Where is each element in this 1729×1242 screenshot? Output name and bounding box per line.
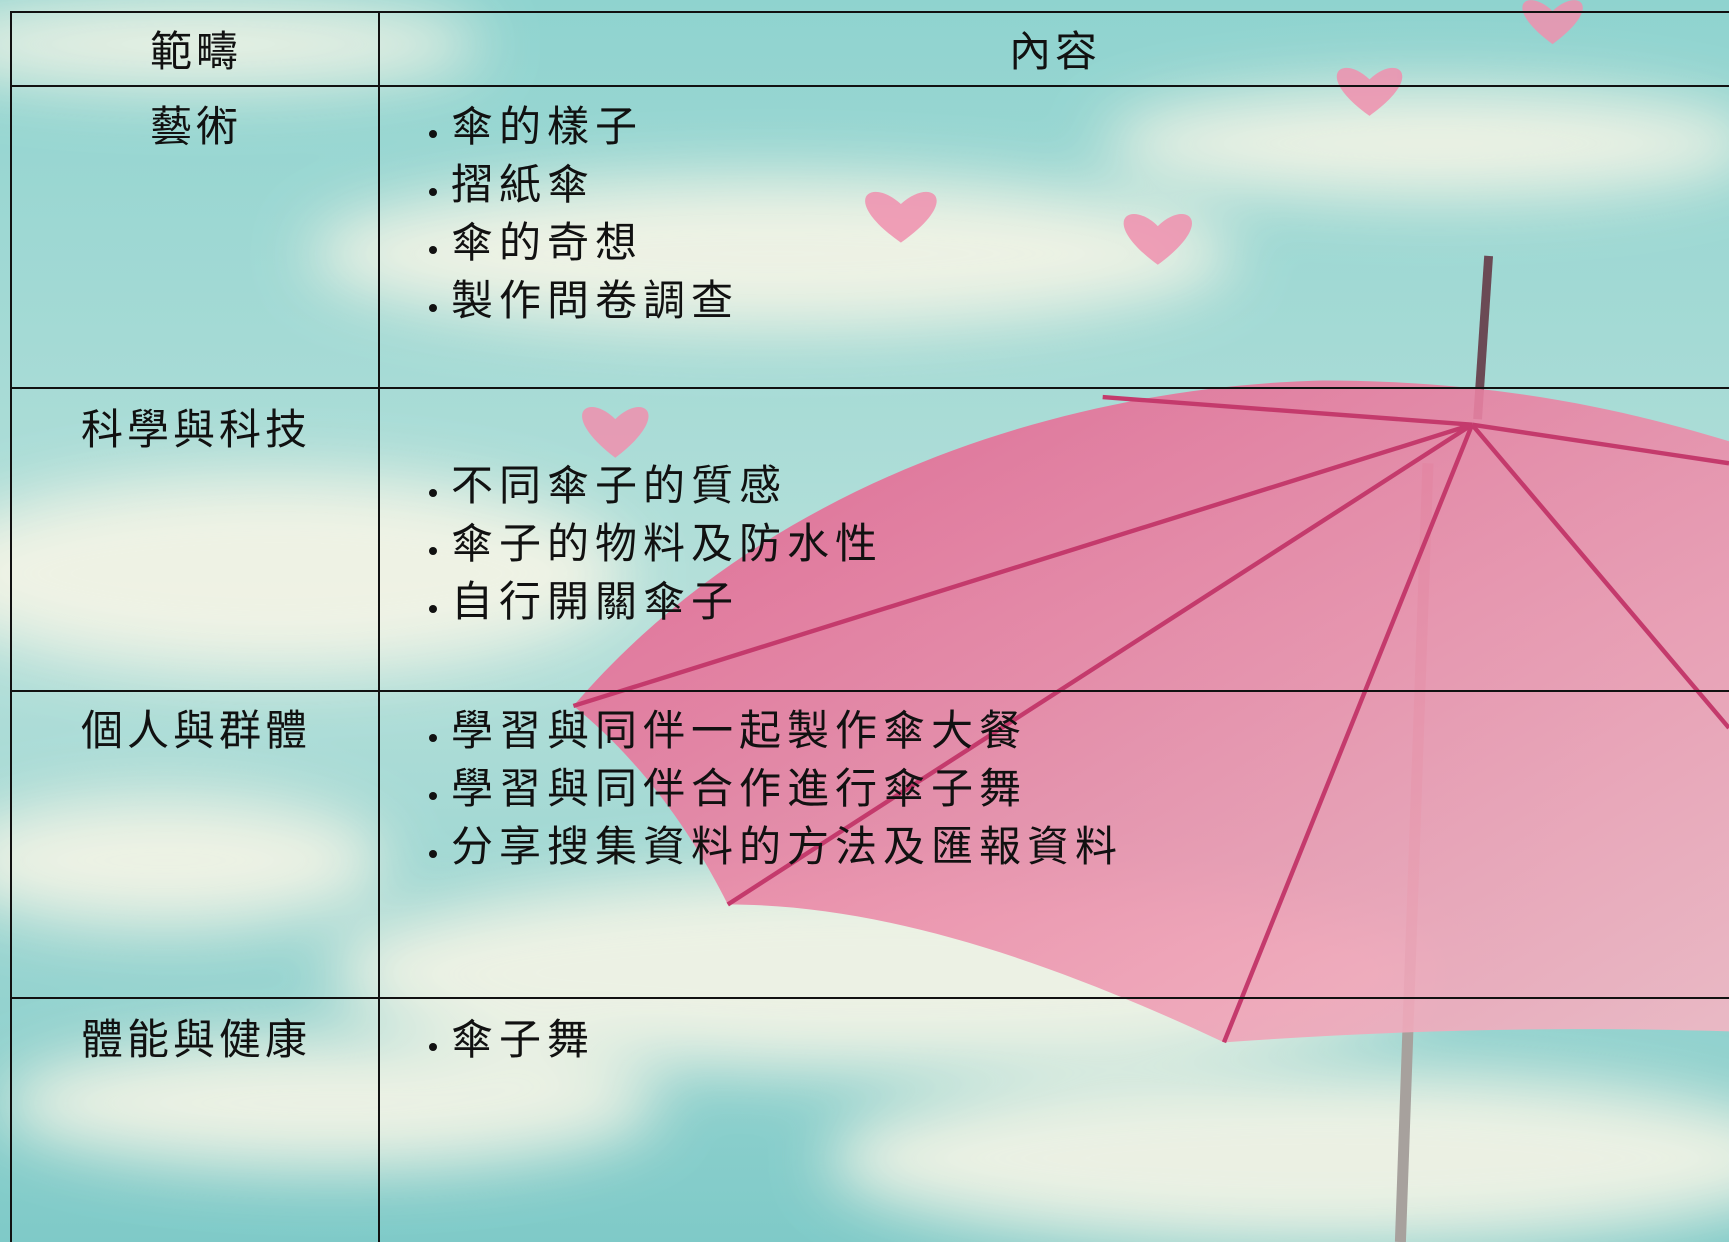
category-cell: 科學與科技 [80, 405, 311, 454]
table-border [11, 997, 1729, 999]
list-item: 傘的樣子 [451, 98, 739, 156]
list-item: 傘子的物料及防水性 [451, 515, 883, 573]
category-cell: 體能與健康 [80, 1015, 311, 1064]
list-item: 傘子舞 [451, 1011, 595, 1069]
list-item: 學習與同伴一起製作傘大餐 [451, 702, 1123, 760]
table-border [378, 11, 380, 1242]
list-item: 傘的奇想 [451, 214, 739, 272]
table-border [11, 85, 1729, 87]
item-list: 傘的樣子摺紙傘傘的奇想製作問卷調查 [381, 98, 739, 330]
header-cell: 內容 [1008, 27, 1101, 76]
item-list: 不同傘子的質感傘子的物料及防水性自行開關傘子 [381, 457, 883, 631]
table-border [11, 690, 1729, 692]
list-item: 不同傘子的質感 [451, 457, 883, 515]
header-cell: 範疇 [149, 27, 242, 76]
table-border [11, 11, 1729, 13]
list-item: 摺紙傘 [451, 156, 739, 214]
table-border [11, 387, 1729, 389]
item-list: 傘子舞 [381, 1011, 595, 1069]
list-item: 學習與同伴合作進行傘子舞 [451, 760, 1123, 818]
list-item: 自行開關傘子 [451, 573, 883, 631]
list-item: 分享搜集資料的方法及匯報資料 [451, 818, 1123, 876]
item-list: 學習與同伴一起製作傘大餐學習與同伴合作進行傘子舞分享搜集資料的方法及匯報資料 [381, 702, 1123, 876]
category-cell: 藝術 [149, 102, 242, 151]
list-item: 製作問卷調查 [451, 272, 739, 330]
category-cell: 個人與群體 [80, 706, 311, 755]
table-border [10, 11, 12, 1242]
